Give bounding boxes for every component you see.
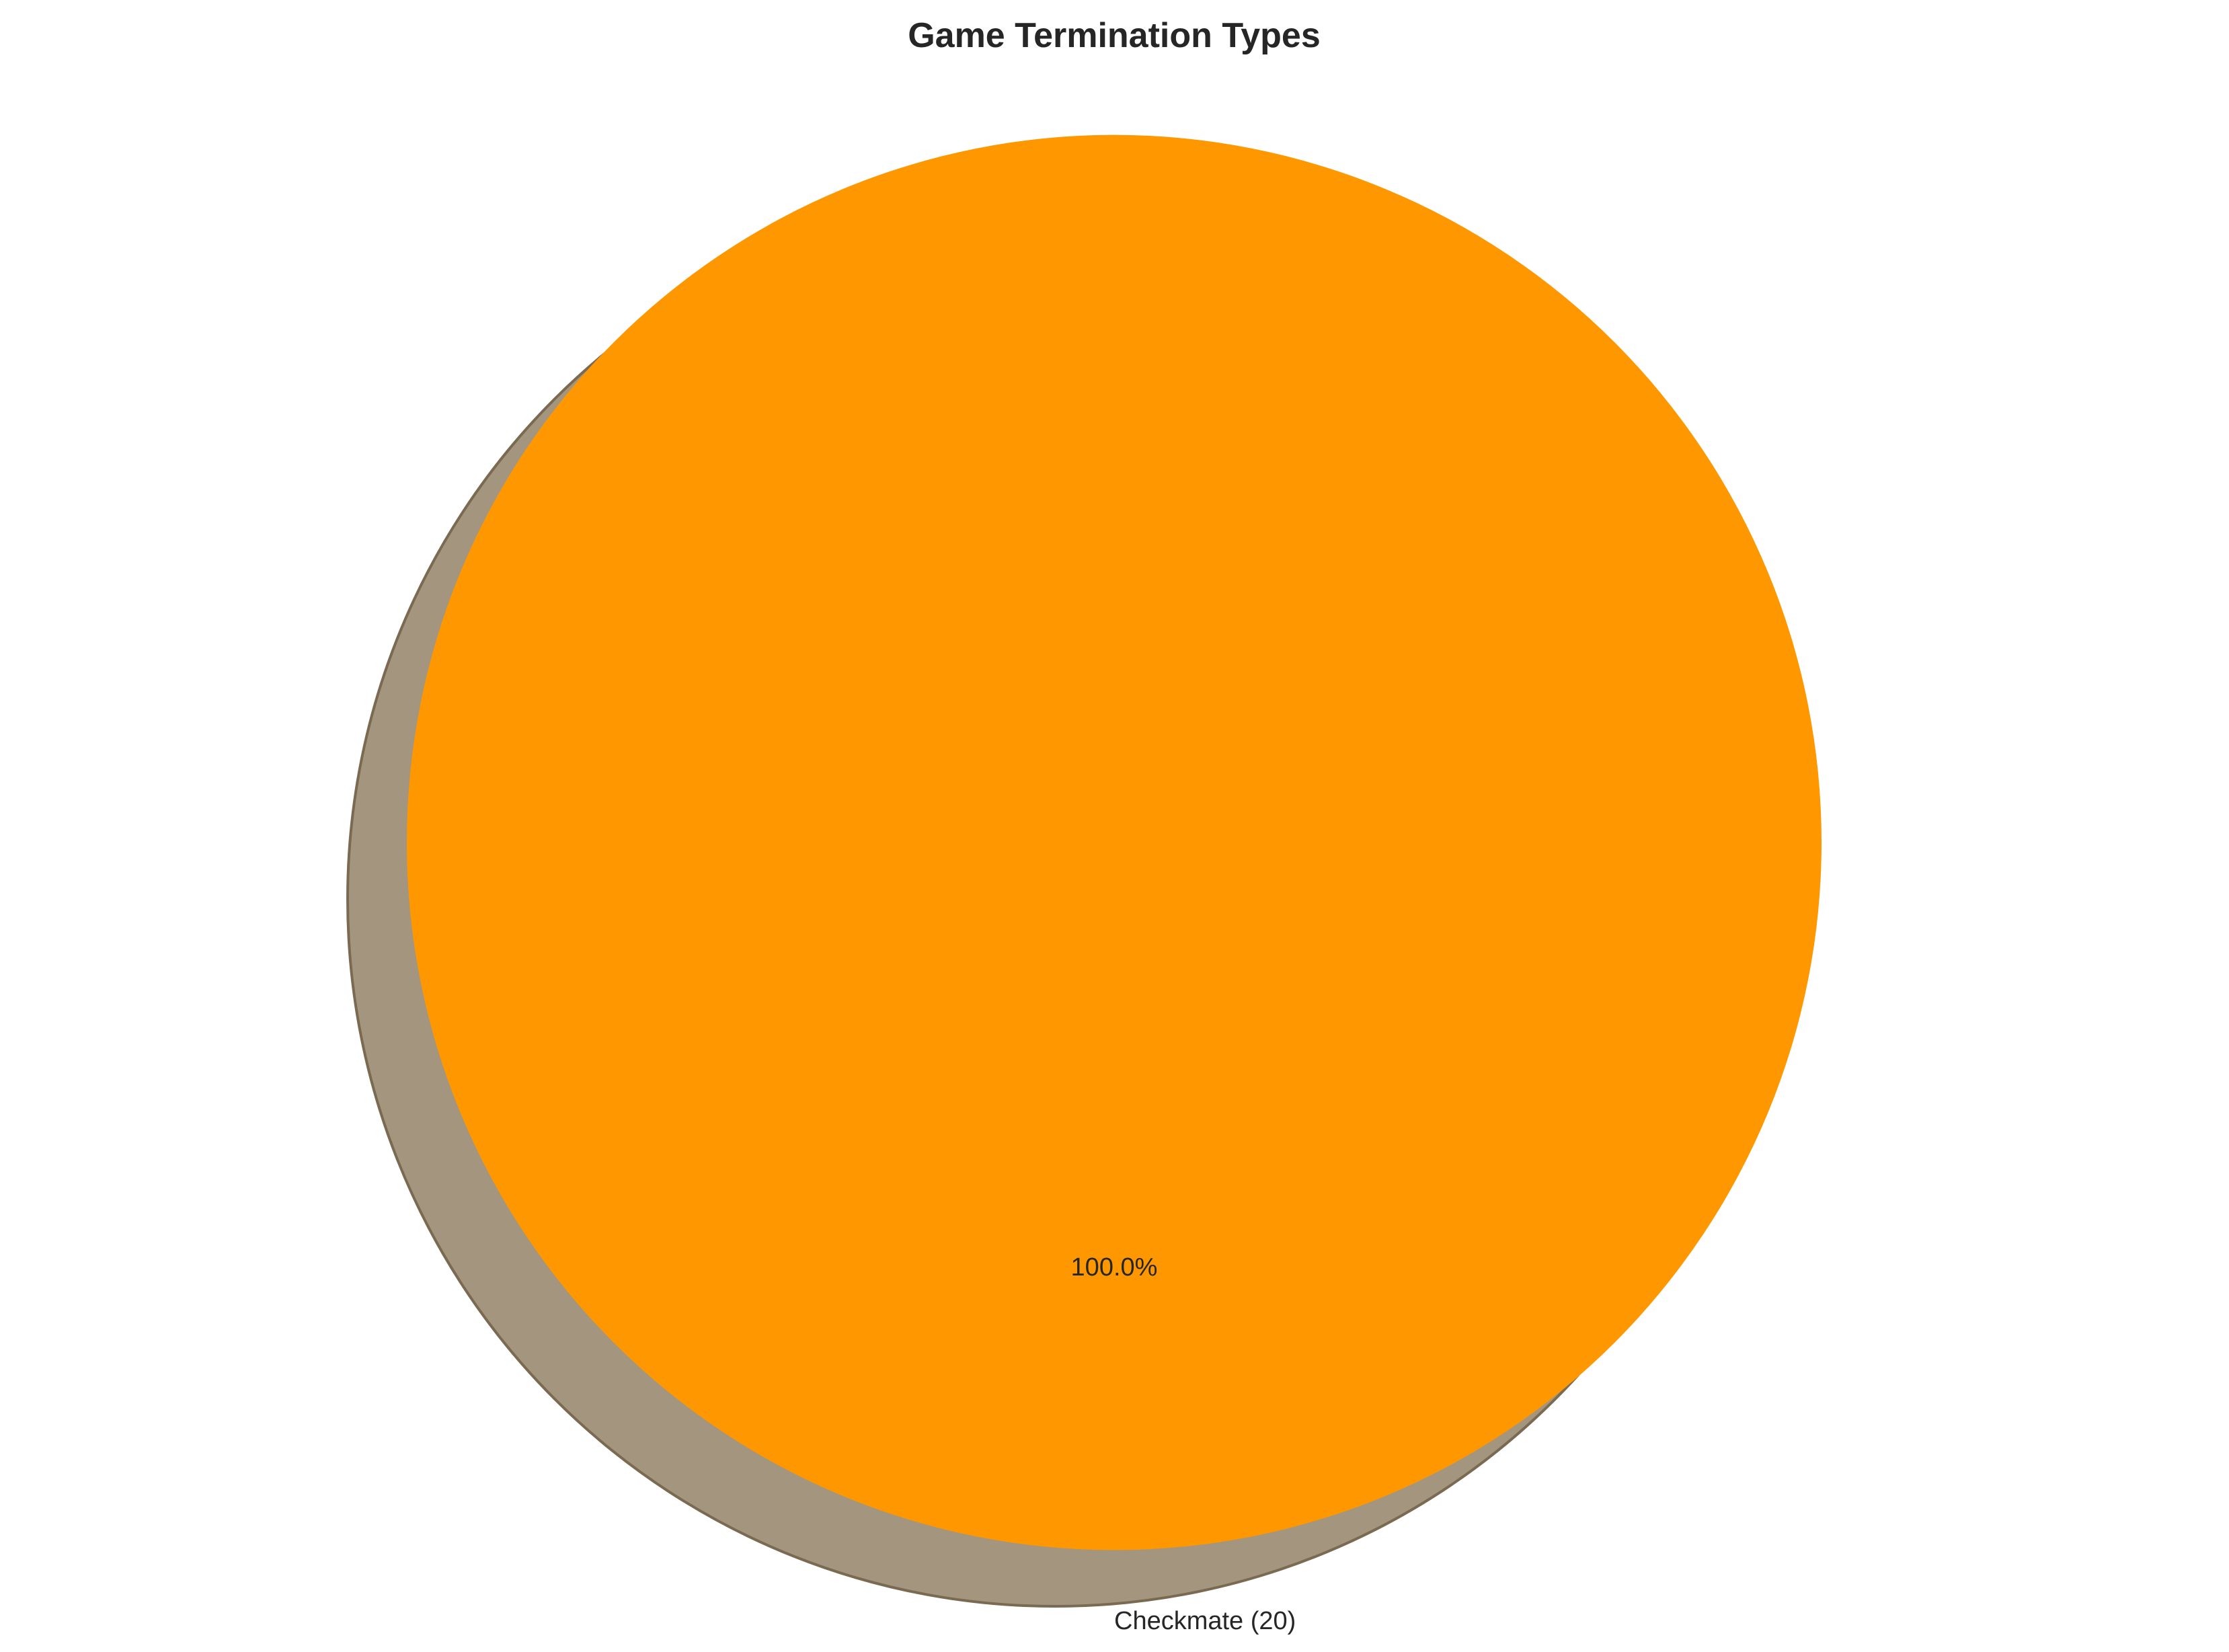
chart-title: Game Termination Types bbox=[908, 16, 1321, 55]
pie-plot-area: 100.0% Checkmate (20) bbox=[346, 134, 1822, 1635]
pie-slice-checkmate bbox=[406, 134, 1822, 1550]
slice-category-label: Checkmate (20) bbox=[1114, 1607, 1296, 1635]
slice-percent-label: 100.0% bbox=[1071, 1253, 1158, 1282]
